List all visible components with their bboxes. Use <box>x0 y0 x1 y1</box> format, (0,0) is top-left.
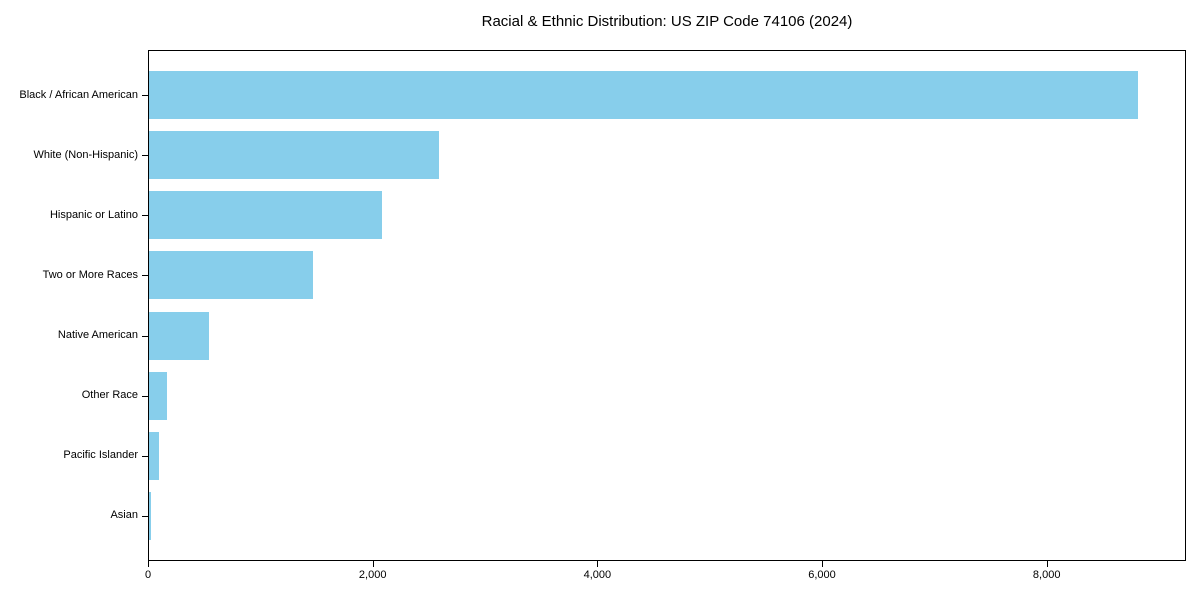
y-axis-tick <box>142 275 148 277</box>
y-axis-tick <box>142 455 148 457</box>
y-axis-tick <box>142 515 148 517</box>
y-axis-tick <box>142 155 148 157</box>
x-axis-tick-label: 0 <box>144 569 152 581</box>
chart-title: Racial & Ethnic Distribution: US ZIP Cod… <box>481 13 853 30</box>
plot-area <box>148 50 1186 561</box>
bar-native-american <box>149 311 209 360</box>
x-axis-tick-label: 2,000 <box>358 569 387 581</box>
y-axis-label-black-african-american: Black / African American <box>19 88 138 101</box>
bar-asian <box>149 491 152 540</box>
bar-hispanic-or-latino <box>149 191 382 240</box>
bar-white-non-hispanic <box>149 131 439 180</box>
x-axis-tick <box>1046 561 1048 567</box>
x-axis-tick-label: 6,000 <box>808 569 836 581</box>
y-axis-label-pacific-islander: Pacific Islander <box>63 449 138 462</box>
x-axis-tick-label: 4,000 <box>583 569 612 581</box>
x-axis-tick <box>372 561 374 567</box>
y-axis-tick <box>142 95 148 97</box>
bar-black-african-american <box>149 71 1138 120</box>
x-axis-tick <box>148 561 149 567</box>
y-axis-label-two-or-more-races: Two or More Races <box>42 268 138 281</box>
y-axis-label-native-american: Native American <box>57 329 138 342</box>
y-axis-tick <box>142 395 148 397</box>
y-axis-tick <box>142 215 148 217</box>
y-axis-label-white-non-hispanic: White (Non-Hispanic) <box>33 148 138 161</box>
y-axis-label-asian: Asian <box>110 509 138 522</box>
y-axis-tick <box>142 335 148 337</box>
x-axis-tick <box>597 561 599 567</box>
x-axis-tick-label: 8,000 <box>1032 569 1061 581</box>
bar-pacific-islander <box>149 431 159 480</box>
x-axis-tick <box>822 561 824 567</box>
y-axis-label-hispanic-or-latino: Hispanic or Latino <box>49 208 138 221</box>
bar-other-race <box>149 371 167 420</box>
bar-two-or-more-races <box>149 251 313 300</box>
y-axis-label-other-race: Other Race <box>81 389 138 402</box>
